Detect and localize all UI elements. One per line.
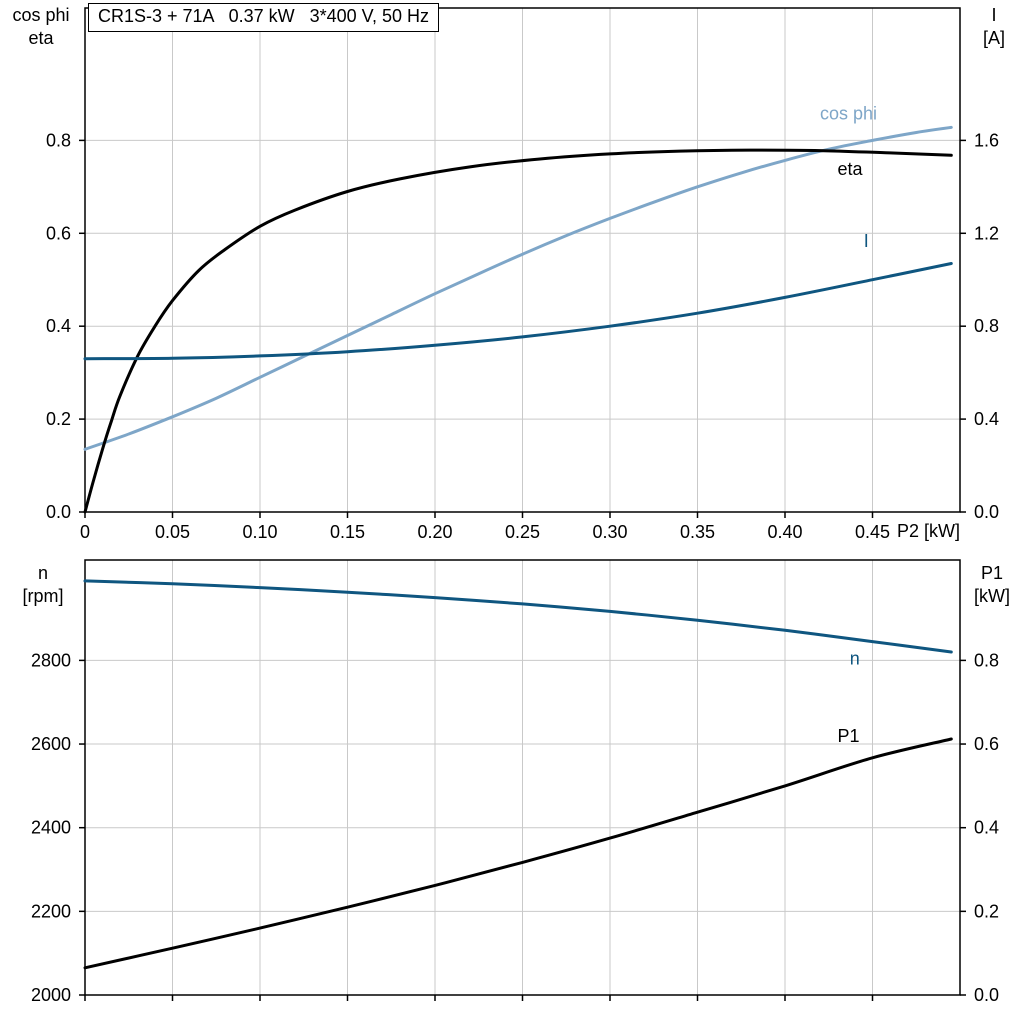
axis-title-line: cos phi [12,5,70,25]
curve-current [83,262,953,361]
axis-title-line: [A] [982,28,1005,48]
axis-title-line: [rpm] [22,586,64,606]
y-tick-label-left: 2600 [31,734,71,754]
y-tick-label-left: 2800 [31,650,71,670]
y-tick-label-right: 1.2 [974,223,999,243]
curve-label-cos-phi: cos phi [820,103,877,123]
y-tick-label-right: 0.0 [974,502,999,522]
axis-title-line: P1 [980,563,1004,583]
top-right-axis-title: I [A] [968,4,1020,50]
curve-label-speed: n [850,649,860,669]
y-tick-label-right: 0.4 [974,818,999,838]
y-tick-label-left: 0.4 [46,316,71,336]
x-tick-label: 0.35 [680,522,715,542]
y-tick-label-right: 0.0 [974,985,999,1005]
chart-bottom: 2000 2200 2400 2600 2800 0.0 0.2 0.4 0.6 0.8 n P1 [31,559,999,1005]
bottom-right-axis-title: P1 [kW] [962,562,1022,608]
curve-label-p1: P1 [838,726,860,746]
y-tick-label-right: 0.4 [974,409,999,429]
curve-eta [83,148,953,514]
x-tick-label: 0.45 [855,522,890,542]
x-tick-label: 0.40 [767,522,802,542]
x-tick-label: 0 [80,522,90,542]
axis-title-line: eta [28,28,54,48]
y-tick-label-right: 0.2 [974,901,999,921]
y-tick-label-left: 2200 [31,901,71,921]
curve-label-current: I [864,231,869,251]
axis-title-line: n [37,563,48,583]
y-tick-label-left: 2000 [31,985,71,1005]
y-tick-label-left: 0.6 [46,223,71,243]
top-left-axis-title: cos phi eta [2,4,80,50]
y-tick-label-left: 2400 [31,818,71,838]
x-axis-label: P2 [kW] [896,521,960,541]
title-box: CR1S-3 + 71A 0.37 kW 3*400 V, 50 Hz [88,3,440,32]
chart-top: 0 0.05 0.10 0.15 0.20 0.25 0.30 0.35 0.40 0.45 0.0… [46,7,999,542]
bottom-left-axis-title: n [rpm] [6,562,80,608]
x-tick-label: 0.15 [330,522,365,542]
y-tick-label-right: 0.8 [974,650,999,670]
y-tick-label-left: 0.8 [46,130,71,150]
curve-speed [83,579,953,654]
curve-p1 [83,737,953,970]
curve-cos-phi [83,125,953,451]
axis-title-line: I [991,5,997,25]
x-tick-label: 0.20 [417,522,452,542]
x-tick-label: 0.30 [592,522,627,542]
curve-label-eta: eta [838,159,864,179]
y-tick-label-right: 0.8 [974,316,999,336]
y-tick-label-left: 0.2 [46,409,71,429]
x-tick-label: 0.10 [242,522,277,542]
y-tick-label-left: 0.0 [46,502,71,522]
y-tick-label-right: 1.6 [974,130,999,150]
axis-title-line: [kW] [974,586,1010,606]
x-tick-label: 0.05 [155,522,190,542]
x-tick-label: 0.25 [505,522,540,542]
y-tick-label-right: 0.6 [974,734,999,754]
